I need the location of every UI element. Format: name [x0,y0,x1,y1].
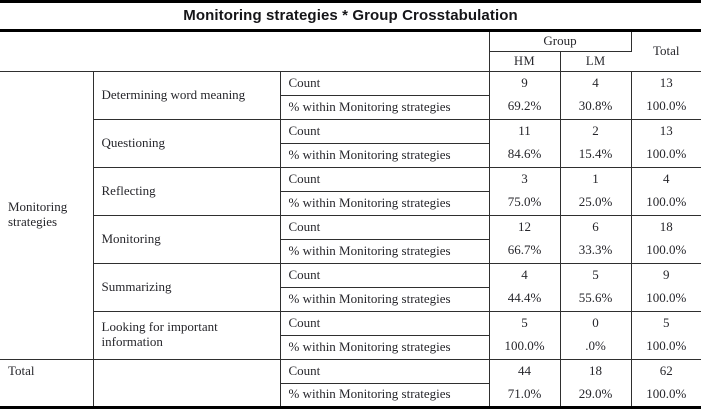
value-cell: 25.0% [560,191,632,216]
value-cell: 0 [560,311,632,335]
value-cell: 69.2% [489,95,561,120]
value-cell: 12 [489,215,561,239]
total-empty-category-cell [93,359,281,407]
value-cell: 5 [560,263,632,287]
value-cell: 71.0% [489,383,561,407]
header-empty-cell [0,32,490,72]
stat-label-percent: % within Monitoring strategies [280,143,490,168]
category-cell: Looking for important information [93,311,281,360]
total-row-label: Total [0,359,94,407]
table-title: Monitoring strategies * Group Crosstabul… [0,0,701,32]
stat-label-count: Count [280,359,490,384]
category-cell: Monitoring [93,215,281,264]
value-cell: 3 [489,167,561,191]
value-cell: 100.0% [646,385,687,401]
column-header-lm: LM [560,51,632,72]
value-cell: 100.0% [631,95,701,120]
column-header-hm: HM [489,51,561,72]
category-cell: Determining word meaning [93,71,281,120]
value-cell: 5 [489,311,561,335]
value-cell: 18 [659,218,673,234]
category-cell: Questioning [93,119,281,168]
stat-label-count: Count [280,215,490,240]
value-cell: 29.0% [560,383,632,407]
value-cell: 18 [560,359,632,383]
value-cell: 100.0% [631,335,701,360]
value-cell: 4 [663,170,670,186]
stat-label-count: Count [280,167,490,192]
value-cell: 1 [560,167,632,191]
stat-label-count: Count [280,71,490,96]
value-cell: 6 [560,215,632,239]
value-cell: 4 [560,71,632,95]
value-cell: 9 [489,71,561,95]
column-header-total: Total [631,32,701,72]
value-cell: 84.6% [489,143,561,168]
value-cell: 100.0% [631,191,701,216]
value-cell: 55.6% [560,287,632,312]
value-cell: 33.3% [560,239,632,264]
value-cell: 13 [659,122,673,138]
value-cell: 66.7% [489,239,561,264]
value-cell: 5 [663,314,670,330]
value-cell: 4 [489,263,561,287]
row-group-label: Monitoring strategies [0,71,94,360]
stat-label-count: Count [280,119,490,144]
stat-label-percent: % within Monitoring strategies [280,95,490,120]
category-cell: Reflecting [93,167,281,216]
stat-label-percent: % within Monitoring strategies [280,383,490,407]
value-cell: 100.0% [631,239,701,264]
stat-label-count: Count [280,263,490,288]
stat-label-percent: % within Monitoring strategies [280,287,490,312]
value-cell: .0% [560,335,632,360]
value-cell: 75.0% [489,191,561,216]
value-cell: 13 [659,74,673,90]
category-cell: Summarizing [93,263,281,312]
stat-label-percent: % within Monitoring strategies [280,239,490,264]
stat-label-percent: % within Monitoring strategies [280,191,490,216]
value-cell: 62 [659,362,673,378]
value-cell: 100.0% [489,335,561,360]
value-cell: 44 [489,359,561,383]
value-cell: 15.4% [560,143,632,168]
value-cell: 44.4% [489,287,561,312]
value-cell: 2 [560,119,632,143]
value-cell: 11 [489,119,561,143]
value-cell: 9 [663,266,670,282]
value-cell: 30.8% [560,95,632,120]
value-cell: 100.0% [631,287,701,312]
crosstab-table: Group Total HM LM Monitoring strategies … [0,32,701,409]
stat-label-percent: % within Monitoring strategies [280,335,490,360]
stat-label-count: Count [280,311,490,336]
value-cell: 100.0% [631,143,701,168]
column-header-group: Group [489,32,632,52]
